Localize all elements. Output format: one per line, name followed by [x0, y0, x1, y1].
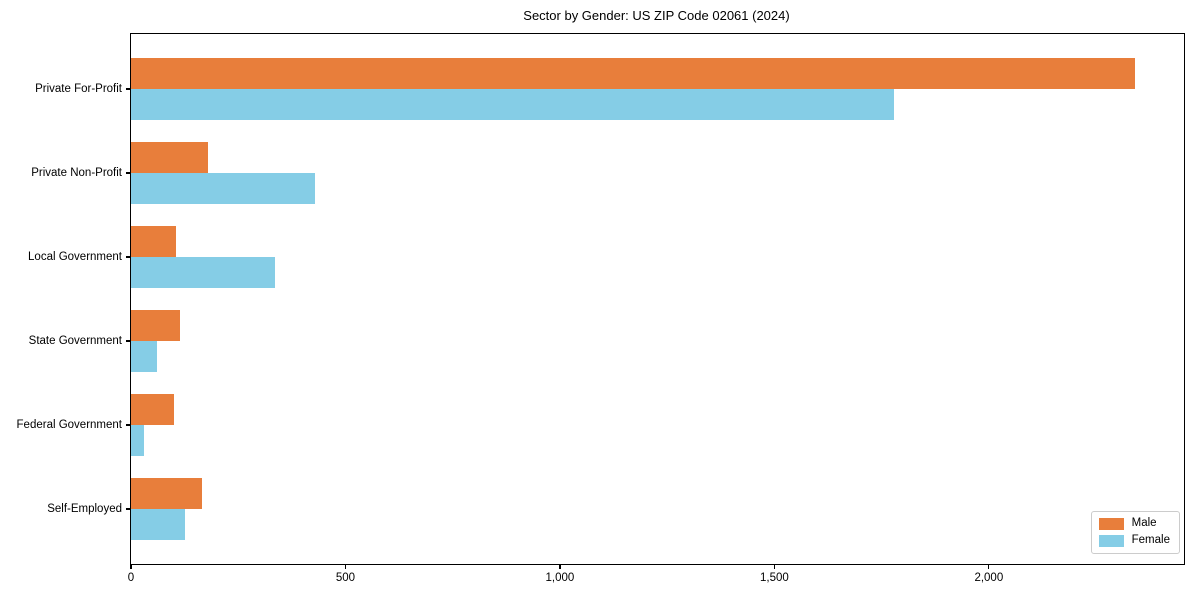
y-tick-self-employed — [126, 508, 131, 510]
bar-self-employed-female — [131, 509, 185, 540]
female-swatch — [1098, 535, 1124, 547]
legend-label-male: Male — [1131, 517, 1157, 530]
bar-local-government-female — [131, 257, 275, 288]
y-label-private-non-profit: Private Non-Profit — [31, 167, 122, 179]
x-label-0: 0 — [127, 572, 135, 584]
x-tick-500 — [344, 564, 347, 569]
chart-title: Sector by Gender: US ZIP Code 02061 (202… — [523, 8, 790, 23]
x-label-500: 500 — [335, 572, 356, 584]
bar-private-non-profit-male — [131, 142, 209, 173]
y-tick-state-government — [126, 340, 131, 342]
x-label-1000: 1,000 — [545, 572, 575, 584]
bar-private-for-profit-male — [131, 58, 1135, 89]
y-label-private-for-profit: Private For-Profit — [35, 83, 122, 95]
x-tick-2000 — [988, 564, 990, 569]
y-tick-private-for-profit — [126, 88, 131, 90]
x-tick-0 — [130, 564, 132, 569]
y-label-federal-government: Federal Government — [16, 419, 122, 431]
x-tick-1000 — [559, 564, 561, 569]
y-tick-local-government — [126, 256, 131, 258]
bar-private-non-profit-female — [131, 173, 316, 204]
legend-item-female: Female — [1098, 534, 1170, 547]
plot-area: Private For-Profit Private Non-Profit Loca… — [17, 33, 1185, 584]
legend: Male Female — [1090, 511, 1180, 554]
bar-self-employed-male — [131, 478, 202, 509]
x-label-1500: 1,500 — [759, 572, 789, 584]
bar-private-for-profit-female — [131, 89, 895, 120]
y-tick-private-non-profit — [126, 172, 131, 174]
legend-label-female: Female — [1131, 534, 1170, 547]
male-swatch — [1098, 518, 1124, 530]
x-tick-1500 — [773, 564, 776, 569]
bar-federal-government-male — [131, 394, 174, 425]
x-label-2000: 2,000 — [974, 572, 1004, 584]
bar-local-government-male — [131, 226, 177, 257]
y-label-self-employed: Self-Employed — [47, 503, 122, 515]
y-label-local-government: Local Government — [28, 251, 122, 263]
bar-federal-government-female — [131, 425, 144, 456]
y-label-state-government: State Government — [28, 335, 122, 347]
y-tick-federal-government — [126, 424, 131, 426]
bar-state-government-female — [131, 341, 157, 372]
legend-item-male: Male — [1098, 517, 1170, 530]
bar-state-government-male — [131, 310, 181, 341]
